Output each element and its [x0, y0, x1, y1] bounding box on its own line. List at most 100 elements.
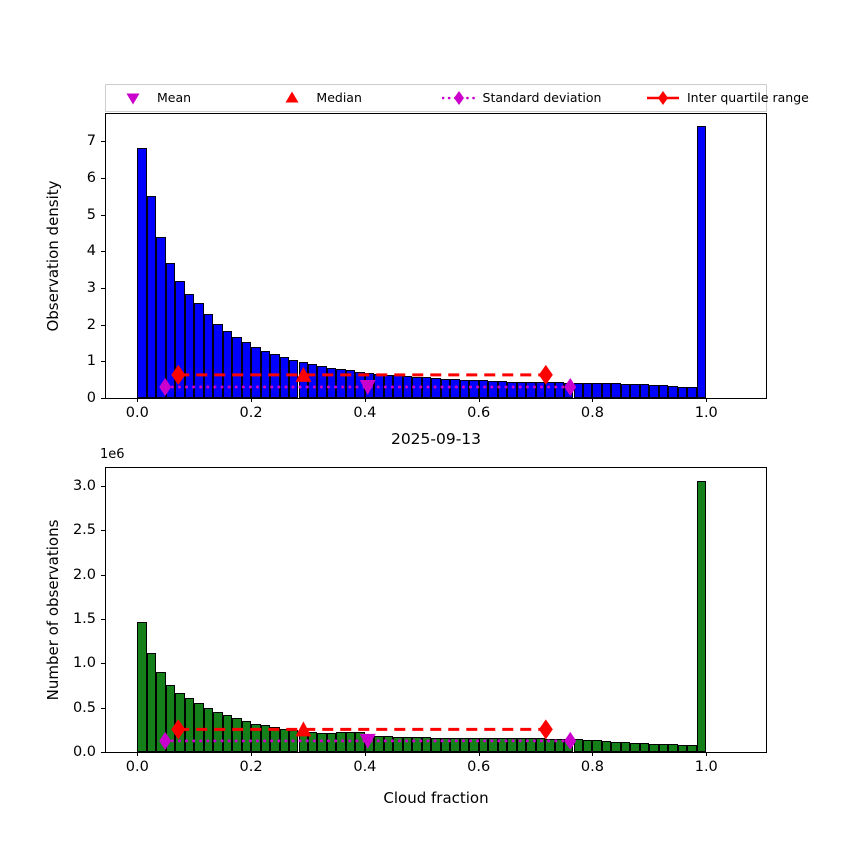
histogram-bar	[402, 376, 413, 398]
histogram-bar	[507, 737, 517, 752]
x-tick	[251, 398, 253, 402]
histogram-bar	[345, 370, 356, 398]
histogram-bar	[402, 736, 413, 752]
histogram-bar	[222, 330, 233, 398]
legend-label: Standard deviation	[482, 89, 602, 105]
histogram-bar	[497, 737, 508, 752]
histogram-bar	[307, 363, 318, 398]
y-tick	[101, 288, 105, 290]
histogram-bar	[592, 740, 602, 752]
histogram-bar	[393, 736, 403, 752]
axes-observation-density	[105, 113, 767, 399]
y-tick-label: 6	[86, 170, 96, 187]
y-tick	[101, 361, 105, 363]
histogram-bar	[516, 381, 527, 398]
histogram-bar	[270, 354, 280, 398]
x-tick-label: 1.0	[694, 759, 718, 775]
histogram-bar	[478, 737, 489, 752]
y-tick-label: 2.0	[72, 566, 96, 583]
histogram-bar	[156, 236, 166, 398]
histogram-bar	[469, 737, 479, 752]
x-tick	[137, 752, 139, 756]
y-tick	[101, 752, 105, 753]
y-tick	[101, 707, 105, 709]
histogram-bar	[336, 369, 346, 398]
plot-area-counts	[106, 468, 766, 752]
y-tick-label: 5	[86, 206, 96, 223]
histogram-bar	[194, 703, 204, 752]
x-tick-label: 0.6	[467, 759, 491, 775]
histogram-bar	[677, 744, 688, 752]
histogram-bar	[573, 738, 583, 752]
histogram-bar	[383, 374, 394, 398]
histogram-bar	[696, 481, 707, 752]
histogram-bar	[194, 302, 204, 398]
y-tick	[101, 574, 105, 576]
axes-number-of-observations	[105, 467, 767, 753]
histogram-bar	[203, 707, 214, 752]
histogram-bar	[620, 383, 631, 398]
histogram-bar	[526, 737, 536, 752]
x-tick-label: 0.6	[467, 405, 491, 421]
y-tick	[101, 178, 105, 180]
histogram-bar	[241, 720, 252, 752]
histogram-bar	[478, 380, 489, 398]
histogram-bar	[488, 380, 498, 398]
histogram-bar	[355, 732, 365, 752]
histogram-bar	[620, 742, 631, 752]
histogram-bar	[326, 733, 337, 752]
histogram-bar	[601, 741, 612, 752]
histogram-bar	[355, 371, 365, 398]
histogram-bar	[573, 382, 583, 398]
histogram-bar	[696, 126, 707, 398]
histogram-bar	[459, 737, 470, 752]
histogram-bar	[639, 384, 650, 398]
histogram-bar	[497, 381, 508, 398]
histogram-bar	[630, 743, 640, 752]
y-tick-label: 1	[86, 353, 96, 370]
histogram-bar	[554, 738, 565, 752]
histogram-bar	[289, 359, 299, 398]
histogram-bar	[232, 337, 242, 398]
x-tick-label: 0.0	[125, 759, 149, 775]
plot-area-density	[106, 114, 766, 398]
histogram-bar	[421, 736, 432, 752]
legend-entry-mean: Mean	[106, 85, 269, 111]
chart-legend: Mean Median Standard deviation Inter quarti…	[105, 84, 809, 112]
figure-title: 2025-09-13	[390, 430, 482, 448]
legend-entry-standard-deviation: Standard deviation	[436, 85, 640, 111]
x-tick	[592, 752, 594, 756]
x-tick-label: 0.4	[353, 405, 377, 421]
histogram-bar	[336, 732, 346, 752]
y-tick-label: 3	[86, 280, 96, 297]
histogram-bar	[251, 723, 261, 752]
y-tick-label: 7	[86, 133, 96, 150]
histogram-bar	[260, 725, 271, 752]
y-tick	[101, 324, 105, 326]
histogram-bar	[450, 378, 460, 398]
histogram-bar	[213, 712, 223, 752]
histogram-bar	[601, 382, 612, 398]
histogram-bar	[203, 314, 214, 398]
x-tick	[364, 752, 366, 756]
histogram-bar	[374, 373, 384, 398]
x-tick	[364, 398, 366, 402]
x-tick	[478, 398, 480, 402]
x-axis-label: Cloud fraction	[383, 789, 489, 807]
histogram-bar	[592, 382, 602, 398]
histogram-bar	[611, 383, 621, 398]
histogram-bar	[668, 744, 678, 752]
histogram-bar	[137, 622, 147, 752]
histogram-bar	[611, 742, 621, 752]
histogram-bar	[279, 728, 289, 752]
histogram-bar	[516, 737, 527, 752]
y-axis-label-density: Observation density	[44, 180, 62, 332]
histogram-bar	[440, 378, 451, 398]
x-tick	[706, 752, 708, 756]
histogram-bar	[658, 744, 669, 752]
histogram-bar	[440, 737, 451, 752]
histogram-bar	[270, 727, 280, 752]
histogram-bar	[222, 714, 233, 752]
legend-entry-median: Median	[269, 85, 435, 111]
histogram-bar	[554, 382, 565, 398]
